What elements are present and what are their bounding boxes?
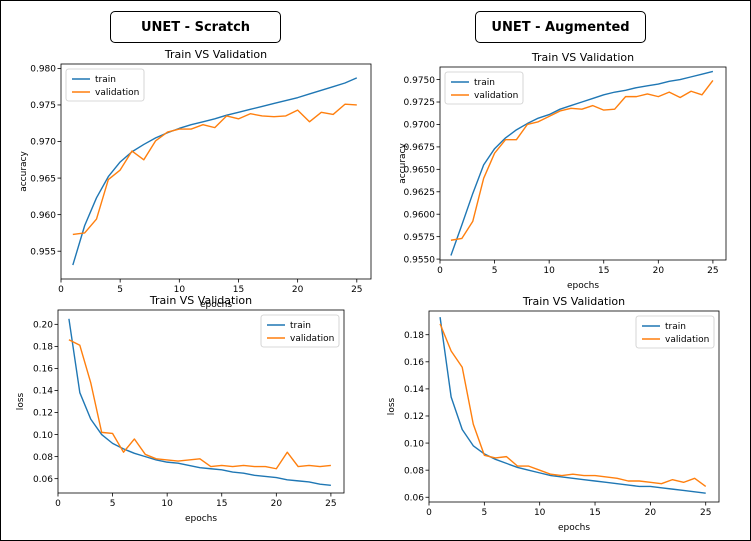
y-tick-label: 0.08 bbox=[33, 453, 53, 463]
y-tick-label: 0.14 bbox=[33, 387, 53, 397]
legend-label-validation: validation bbox=[474, 91, 518, 101]
series-line-train bbox=[68, 318, 331, 486]
y-tick-label: 0.08 bbox=[404, 466, 424, 476]
x-tick-label: 20 bbox=[645, 508, 657, 518]
x-tick-label: 0 bbox=[55, 499, 61, 509]
y-tick-label: 0.16 bbox=[33, 365, 53, 375]
y-tick-label: 0.16 bbox=[404, 358, 424, 368]
x-tick-label: 0 bbox=[58, 285, 64, 295]
y-tick-label: 0.9600 bbox=[404, 210, 436, 220]
x-tick-label: 5 bbox=[492, 266, 498, 276]
legend-box bbox=[444, 71, 524, 105]
y-tick-label: 0.06 bbox=[33, 475, 53, 485]
legend-box bbox=[635, 315, 715, 349]
chart-title: Train VS Validation bbox=[522, 295, 625, 308]
y-tick-label: 0.965 bbox=[30, 174, 56, 184]
y-tick-label: 0.18 bbox=[404, 331, 424, 341]
x-tick-label: 25 bbox=[700, 508, 711, 518]
y-tick-label: 0.9550 bbox=[404, 255, 436, 265]
x-tick-label: 0 bbox=[437, 266, 443, 276]
x-axis-label: epochs bbox=[558, 523, 590, 533]
plot-area-frame bbox=[57, 309, 345, 494]
legend-label-train: train bbox=[665, 322, 686, 332]
y-tick-label: 0.9750 bbox=[404, 76, 436, 86]
y-tick-label: 0.9725 bbox=[404, 98, 436, 108]
y-tick-label: 0.960 bbox=[30, 211, 56, 221]
legend-label-validation: validation bbox=[665, 335, 709, 345]
x-tick-label: 10 bbox=[174, 285, 186, 295]
x-axis-label: epochs bbox=[567, 281, 599, 291]
x-tick-label: 10 bbox=[543, 266, 555, 276]
x-tick-label: 0 bbox=[426, 508, 432, 518]
x-axis-label: epochs bbox=[200, 300, 232, 310]
y-tick-label: 0.980 bbox=[30, 65, 56, 75]
y-tick-label: 0.06 bbox=[404, 493, 424, 503]
x-tick-label: 15 bbox=[233, 285, 244, 295]
x-tick-label: 10 bbox=[161, 499, 173, 509]
series-line-train bbox=[72, 77, 358, 266]
x-tick-label: 5 bbox=[117, 285, 123, 295]
x-tick-label: 25 bbox=[351, 285, 362, 295]
series-line-validation bbox=[68, 339, 331, 470]
y-tick-label: 0.10 bbox=[33, 431, 53, 441]
series-line-validation bbox=[72, 103, 357, 236]
legend-label-train: train bbox=[290, 321, 311, 331]
y-tick-label: 0.10 bbox=[404, 439, 424, 449]
chart-title: Train VS Validation bbox=[149, 294, 252, 307]
x-tick-label: 20 bbox=[292, 285, 304, 295]
series-line-validation bbox=[450, 80, 714, 241]
legend-label-validation: validation bbox=[95, 88, 139, 98]
plot-area-frame bbox=[428, 310, 720, 503]
y-tick-label: 0.970 bbox=[30, 138, 56, 148]
plot-area-frame bbox=[439, 66, 727, 261]
y-tick-label: 0.12 bbox=[33, 409, 53, 419]
y-tick-label: 0.955 bbox=[30, 247, 56, 257]
y-tick-label: 0.14 bbox=[404, 385, 424, 395]
y-tick-label: 0.9675 bbox=[404, 143, 436, 153]
y-axis-label: loss bbox=[387, 397, 397, 415]
x-tick-label: 5 bbox=[110, 499, 116, 509]
x-axis-label: epochs bbox=[185, 514, 217, 524]
x-tick-label: 15 bbox=[589, 508, 600, 518]
x-tick-label: 20 bbox=[271, 499, 283, 509]
y-axis-label: accuracy bbox=[398, 143, 408, 184]
header-scratch: UNET - Scratch bbox=[110, 11, 281, 43]
legend-label-train: train bbox=[95, 75, 116, 85]
chart-title: Train VS Validation bbox=[531, 51, 634, 64]
legend-label-validation: validation bbox=[290, 334, 334, 344]
x-tick-label: 5 bbox=[481, 508, 487, 518]
x-tick-label: 20 bbox=[653, 266, 665, 276]
legend-label-train: train bbox=[474, 78, 495, 88]
y-tick-label: 0.9575 bbox=[404, 233, 436, 243]
accuracy-chart-augmented: Train VS Validation epochs accuracy 0 5 10 15 2… bbox=[398, 51, 727, 291]
y-tick-label: 0.975 bbox=[30, 101, 56, 111]
x-tick-label: 10 bbox=[534, 508, 546, 518]
y-axis-label: accuracy bbox=[19, 151, 29, 192]
y-tick-label: 0.18 bbox=[33, 343, 53, 353]
x-tick-label: 15 bbox=[216, 499, 227, 509]
y-tick-label: 0.9700 bbox=[404, 121, 436, 131]
y-tick-label: 0.9625 bbox=[404, 188, 436, 198]
legend-box bbox=[260, 314, 340, 348]
x-tick-label: 15 bbox=[598, 266, 609, 276]
y-axis-label: loss bbox=[16, 392, 26, 410]
y-tick-label: 0.12 bbox=[404, 412, 424, 422]
series-line-validation bbox=[439, 323, 707, 487]
plot-area-frame bbox=[60, 63, 372, 280]
y-tick-label: 0.20 bbox=[33, 321, 53, 331]
loss-chart-augmented: Train VS Validation epochs loss 0 5 10 15 20 25 0… bbox=[387, 295, 720, 533]
header-augmented: UNET - Augmented bbox=[475, 11, 646, 43]
x-tick-label: 25 bbox=[707, 266, 718, 276]
y-tick-label: 0.9650 bbox=[404, 166, 436, 176]
x-tick-label: 25 bbox=[325, 499, 336, 509]
chart-title: Train VS Validation bbox=[164, 48, 267, 61]
series-line-train bbox=[450, 70, 714, 256]
legend-box bbox=[65, 68, 145, 102]
